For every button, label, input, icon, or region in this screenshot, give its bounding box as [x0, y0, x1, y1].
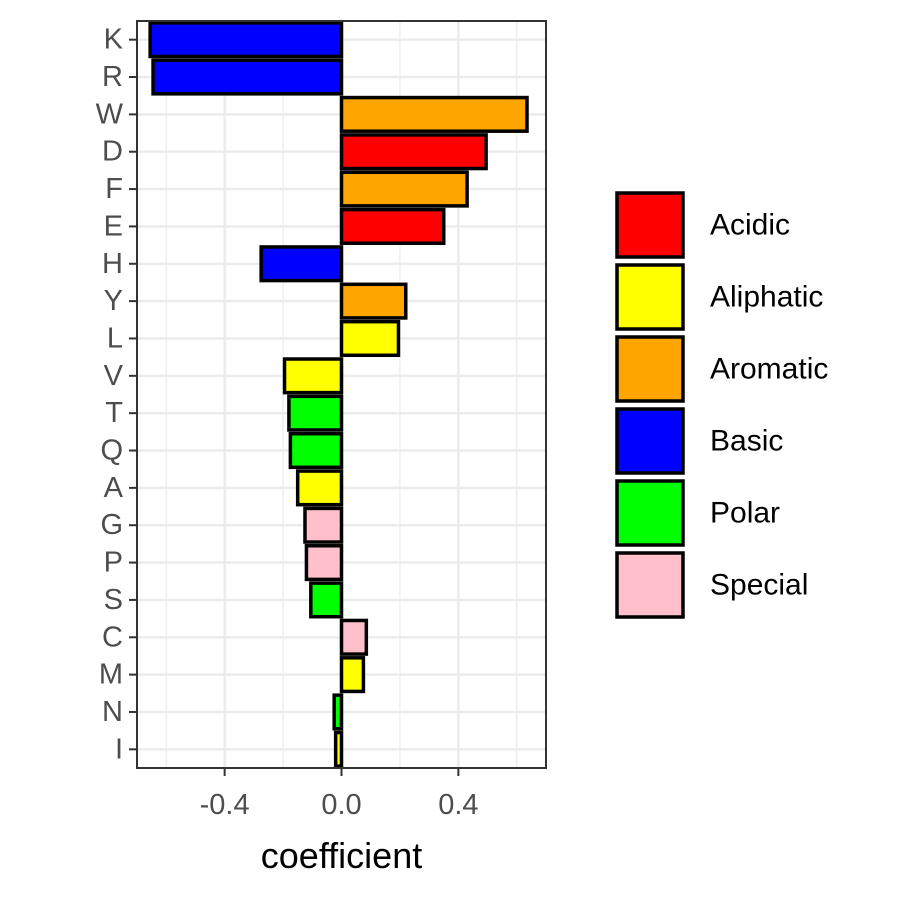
y-tick-label: E	[104, 210, 123, 242]
y-tick-label: S	[104, 584, 123, 616]
bar-Q	[288, 431, 344, 470]
y-tick-label: N	[102, 696, 123, 728]
bar-G	[303, 506, 344, 544]
legend-label: Aromatic	[710, 353, 828, 386]
bar-F	[339, 170, 469, 208]
legend-key-polar	[615, 479, 685, 547]
y-tick-label: W	[96, 98, 124, 130]
bar-W	[339, 95, 529, 133]
x-axis-title: coefficient	[261, 835, 422, 876]
legend-key-aliphatic	[615, 263, 685, 331]
legend-key-acidic	[615, 191, 685, 259]
bar-R	[151, 58, 344, 96]
y-tick-label: C	[102, 621, 123, 653]
y-tick-label: D	[102, 136, 123, 168]
bar-M	[339, 656, 366, 694]
y-tick-label: L	[107, 322, 123, 354]
legend-key-basic	[615, 407, 685, 475]
bar-V	[282, 357, 344, 395]
y-tick-label: H	[102, 248, 123, 280]
legend-label: Special	[710, 569, 808, 602]
bar-A	[295, 469, 344, 507]
legend-label: Polar	[710, 497, 780, 530]
y-tick-label: T	[105, 397, 123, 429]
legend-label: Acidic	[710, 209, 790, 242]
bar-D	[339, 133, 488, 171]
y-tick-label: K	[104, 24, 124, 56]
x-tick-label: 0.0	[321, 789, 361, 821]
y-tick-label: G	[100, 509, 123, 541]
legend-key-aromatic	[615, 335, 685, 403]
legend: Acidic Aliphatic Aromatic Basic Polar Special	[615, 191, 828, 619]
y-tick-label: P	[104, 547, 123, 579]
bars	[148, 21, 529, 768]
y-tick-label: V	[104, 360, 124, 392]
grid-lines	[137, 21, 546, 768]
y-tick-label: F	[105, 173, 123, 205]
y-tick-label: Q	[100, 435, 123, 467]
bar-C	[339, 618, 369, 656]
bar-T	[287, 394, 344, 432]
bar-E	[339, 207, 446, 245]
bar-Y	[339, 282, 408, 320]
legend-label: Aliphatic	[710, 281, 823, 314]
x-axis: -0.4 0.0 0.4	[200, 768, 479, 821]
bar-K	[148, 21, 344, 59]
legend-key-special	[615, 551, 685, 619]
y-tick-label: A	[104, 472, 124, 504]
y-tick-label: I	[115, 733, 123, 765]
bar-S	[309, 581, 344, 619]
x-tick-label: 0.4	[438, 789, 478, 821]
y-tick-label: Y	[104, 285, 123, 317]
bar-I	[333, 730, 344, 768]
y-tick-label: M	[99, 659, 123, 691]
bar-N	[332, 693, 344, 731]
x-tick-label: -0.4	[200, 789, 250, 821]
y-tick-label: R	[102, 61, 123, 93]
bar-L	[339, 319, 401, 358]
legend-label: Basic	[710, 425, 783, 458]
bar-H	[259, 245, 344, 283]
bar-P	[304, 544, 344, 582]
